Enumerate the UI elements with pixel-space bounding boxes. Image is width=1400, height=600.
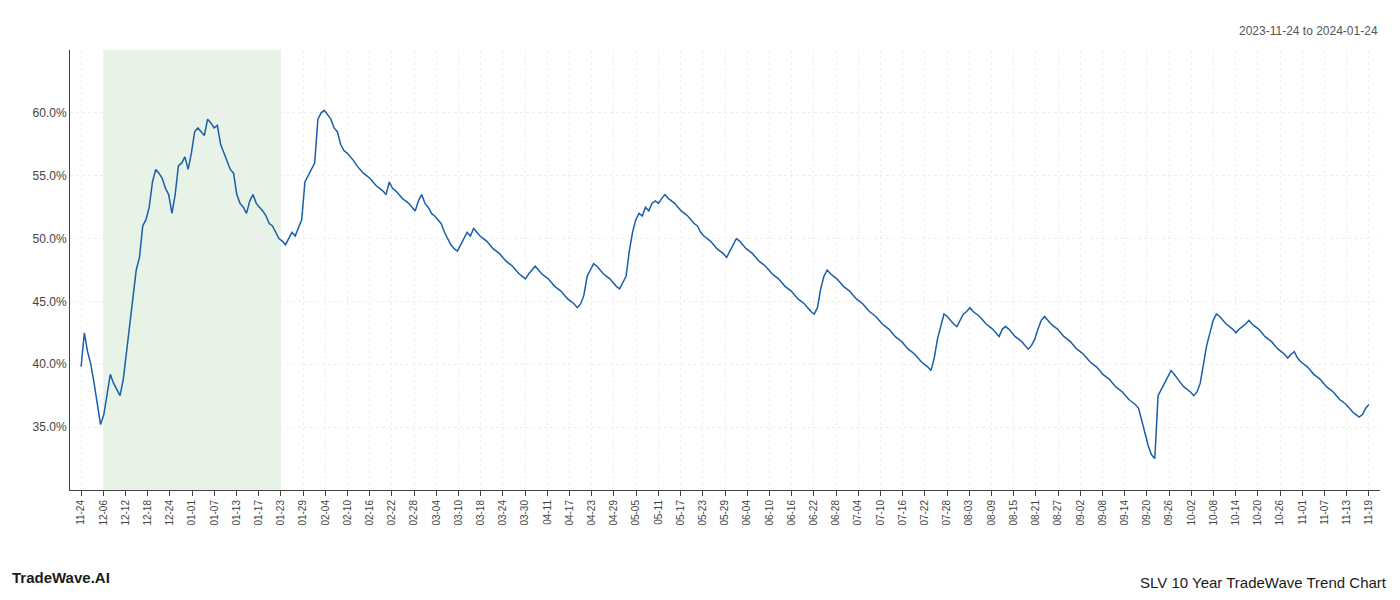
svg-text:01-29: 01-29	[297, 500, 308, 526]
svg-text:10-02: 10-02	[1186, 500, 1197, 526]
svg-text:45.0%: 45.0%	[33, 295, 67, 309]
svg-text:11-24: 11-24	[75, 500, 86, 525]
svg-text:02-10: 02-10	[342, 500, 353, 526]
svg-text:01-17: 01-17	[253, 500, 264, 526]
svg-text:07-28: 07-28	[941, 500, 952, 526]
svg-text:05-05: 05-05	[630, 500, 641, 526]
svg-text:12-24: 12-24	[164, 500, 175, 526]
svg-text:04-29: 04-29	[608, 500, 619, 526]
svg-text:09-20: 09-20	[1141, 500, 1152, 526]
svg-text:11-01: 11-01	[1297, 500, 1308, 525]
svg-text:04-23: 04-23	[586, 500, 597, 526]
svg-text:03-10: 03-10	[453, 500, 464, 526]
svg-text:05-29: 05-29	[719, 500, 730, 526]
svg-text:07-16: 07-16	[897, 500, 908, 526]
svg-text:12-18: 12-18	[142, 500, 153, 526]
svg-text:50.0%: 50.0%	[33, 232, 67, 246]
svg-text:06-04: 06-04	[741, 500, 752, 526]
svg-text:08-15: 08-15	[1008, 500, 1019, 526]
svg-text:60.0%: 60.0%	[33, 106, 67, 120]
svg-text:02-16: 02-16	[364, 500, 375, 526]
svg-text:09-02: 09-02	[1075, 500, 1086, 526]
svg-text:10-26: 10-26	[1274, 500, 1285, 526]
svg-text:07-04: 07-04	[852, 500, 863, 526]
svg-text:03-24: 03-24	[497, 500, 508, 526]
svg-text:06-16: 06-16	[786, 500, 797, 526]
svg-text:10-20: 10-20	[1252, 500, 1263, 526]
svg-text:06-22: 06-22	[808, 500, 819, 526]
svg-text:SLV 10 Year TradeWave Trend Ch: SLV 10 Year TradeWave Trend Chart	[1140, 574, 1387, 591]
svg-text:10-08: 10-08	[1208, 500, 1219, 526]
svg-text:08-09: 08-09	[986, 500, 997, 526]
svg-text:40.0%: 40.0%	[33, 357, 67, 371]
svg-text:03-04: 03-04	[431, 500, 442, 526]
svg-text:03-30: 03-30	[519, 500, 530, 526]
svg-text:TradeWave.AI: TradeWave.AI	[12, 569, 110, 586]
svg-text:05-23: 05-23	[697, 500, 708, 526]
svg-text:08-21: 08-21	[1030, 500, 1041, 526]
svg-text:07-10: 07-10	[875, 500, 886, 526]
svg-text:12-12: 12-12	[120, 500, 131, 526]
svg-text:55.0%: 55.0%	[33, 169, 67, 183]
svg-text:09-14: 09-14	[1119, 500, 1130, 526]
svg-text:10-14: 10-14	[1230, 500, 1241, 526]
svg-text:04-17: 04-17	[564, 500, 575, 526]
svg-text:04-11: 04-11	[542, 500, 553, 525]
svg-text:12-06: 12-06	[98, 500, 109, 526]
svg-text:11-13: 11-13	[1341, 500, 1352, 525]
svg-text:35.0%: 35.0%	[33, 420, 67, 434]
svg-text:2023-11-24 to 2024-01-24: 2023-11-24 to 2024-01-24	[1239, 24, 1378, 38]
svg-text:05-11: 05-11	[653, 500, 664, 525]
svg-text:06-10: 06-10	[764, 500, 775, 526]
svg-text:01-07: 01-07	[209, 500, 220, 526]
svg-text:05-17: 05-17	[675, 500, 686, 526]
svg-text:09-08: 09-08	[1097, 500, 1108, 526]
svg-text:11-07: 11-07	[1319, 500, 1330, 525]
svg-text:09-26: 09-26	[1163, 500, 1174, 526]
svg-text:01-23: 01-23	[275, 500, 286, 526]
svg-text:01-13: 01-13	[231, 500, 242, 526]
svg-text:02-28: 02-28	[408, 500, 419, 526]
svg-text:06-28: 06-28	[830, 500, 841, 526]
svg-text:08-27: 08-27	[1052, 500, 1063, 526]
svg-text:02-04: 02-04	[320, 500, 331, 526]
svg-text:03-18: 03-18	[475, 500, 486, 526]
svg-text:08-03: 08-03	[963, 500, 974, 526]
svg-text:02-22: 02-22	[386, 500, 397, 526]
svg-text:01-01: 01-01	[186, 500, 197, 526]
svg-text:11-19: 11-19	[1363, 500, 1374, 525]
svg-text:07-22: 07-22	[919, 500, 930, 526]
